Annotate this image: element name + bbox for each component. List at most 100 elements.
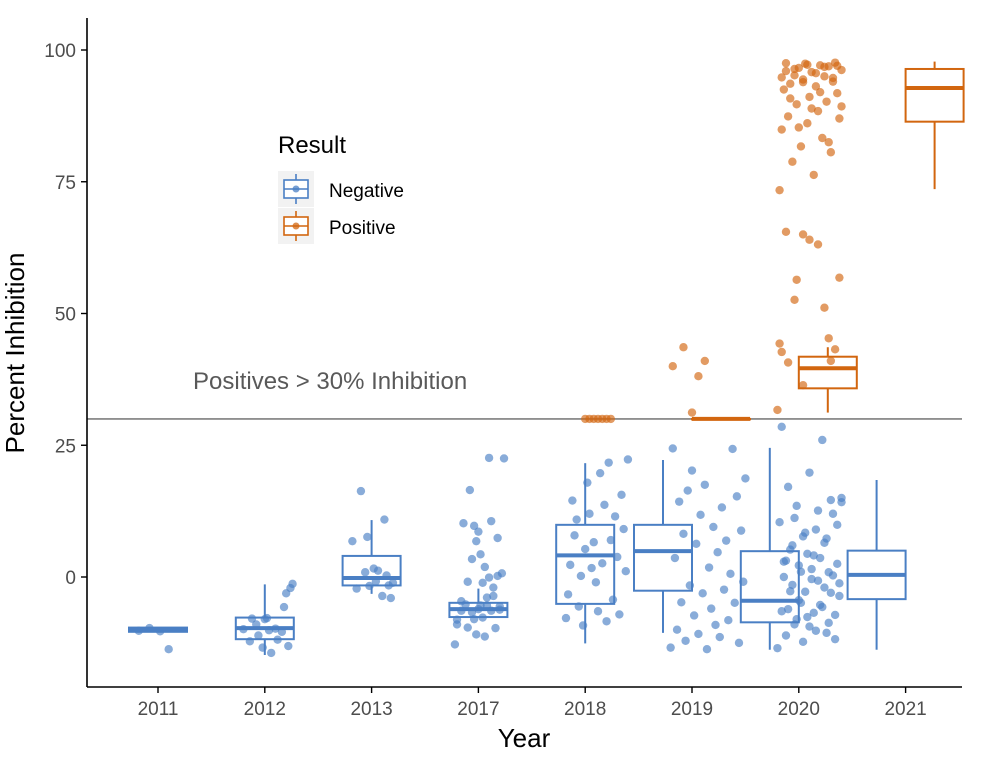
data-point-negative xyxy=(704,563,714,572)
data-point-positive xyxy=(815,87,825,97)
data-point-positive xyxy=(779,85,789,94)
data-point-positive xyxy=(788,157,797,166)
data-point-negative xyxy=(356,486,366,496)
data-point-positive xyxy=(833,89,842,98)
data-point-negative xyxy=(815,553,825,563)
data-point-positive xyxy=(786,94,795,103)
data-point-negative xyxy=(715,632,724,642)
box-negative xyxy=(739,550,800,624)
data-point-positive xyxy=(822,97,831,106)
x-tick-label: 2012 xyxy=(244,699,286,720)
data-point-negative xyxy=(826,588,836,598)
data-point-positive xyxy=(777,125,786,134)
data-point-negative xyxy=(709,522,718,532)
data-point-positive xyxy=(835,114,844,123)
data-point-positive xyxy=(820,62,829,72)
data-point-negative xyxy=(786,587,795,596)
data-point-negative xyxy=(566,560,575,570)
data-point-negative xyxy=(360,568,370,577)
data-point-negative xyxy=(724,616,733,625)
data-point-positive xyxy=(833,61,842,71)
data-point-negative xyxy=(811,626,821,635)
data-point-negative xyxy=(681,636,690,645)
data-point-positive xyxy=(805,235,814,244)
data-point-negative xyxy=(604,458,613,467)
data-point-negative xyxy=(820,583,829,592)
data-point-negative xyxy=(683,486,692,495)
y-tick-label: 75 xyxy=(55,173,76,194)
data-point-negative xyxy=(781,631,791,640)
data-point-negative xyxy=(805,468,814,477)
data-point-negative xyxy=(790,513,799,523)
data-point-negative xyxy=(783,482,793,492)
data-point-positive xyxy=(824,138,833,147)
data-point-positive xyxy=(794,123,803,132)
data-point-negative xyxy=(581,544,590,554)
data-point-negative xyxy=(828,509,838,518)
data-point-positive xyxy=(796,142,806,151)
data-point-negative xyxy=(499,454,509,463)
data-point-negative xyxy=(467,554,477,564)
data-point-negative xyxy=(830,610,840,620)
data-point-positive xyxy=(805,92,814,102)
data-point-negative xyxy=(668,444,677,453)
data-point-negative xyxy=(563,590,573,599)
data-point-negative xyxy=(788,580,797,590)
data-point-negative xyxy=(833,520,842,530)
data-point-negative xyxy=(818,602,827,612)
data-point-positive xyxy=(828,73,838,83)
data-point-positive xyxy=(818,133,827,143)
data-point-negative xyxy=(593,607,603,616)
x-axis-title: Year xyxy=(498,723,551,753)
data-point-negative xyxy=(835,579,844,588)
x-tick-label: 2018 xyxy=(564,699,606,720)
legend-key-negative xyxy=(278,171,314,207)
data-point-negative xyxy=(380,515,389,524)
x-tick-label: 2019 xyxy=(671,699,713,720)
data-point-negative xyxy=(783,604,793,614)
x-axis-ticks: 2011 2012 2013 2017 2018 2019 2020 2021 xyxy=(138,687,927,720)
data-point-negative xyxy=(700,480,710,489)
data-point-negative xyxy=(807,574,816,584)
y-tick-label: 100 xyxy=(44,41,76,62)
data-point-negative xyxy=(459,519,468,528)
data-point-negative xyxy=(476,550,485,559)
data-point-negative xyxy=(837,497,846,507)
data-point-negative xyxy=(728,444,737,454)
box-positive xyxy=(797,355,858,390)
data-point-negative xyxy=(465,485,475,495)
data-point-negative xyxy=(493,533,502,543)
data-point-negative xyxy=(610,512,620,521)
data-point-negative xyxy=(824,618,833,628)
data-point-negative xyxy=(694,629,703,639)
y-tick-label: 0 xyxy=(65,568,76,589)
data-point-positive xyxy=(830,345,840,354)
data-point-negative xyxy=(826,495,836,505)
data-point-negative xyxy=(480,632,490,641)
data-point-negative xyxy=(775,517,784,527)
data-point-negative xyxy=(279,602,289,612)
data-point-positive xyxy=(798,380,808,390)
data-point-negative xyxy=(833,559,842,569)
data-point-negative xyxy=(497,569,507,578)
data-point-negative xyxy=(666,643,675,652)
data-point-negative xyxy=(348,536,357,546)
legend-label-positive: Positive xyxy=(329,218,396,239)
legend-key-positive xyxy=(278,208,314,244)
data-point-negative xyxy=(721,536,731,545)
box-negative xyxy=(341,554,402,587)
data-point-negative xyxy=(284,641,293,651)
data-point-negative xyxy=(576,571,586,581)
data-point-negative xyxy=(830,634,840,644)
data-point-negative xyxy=(463,623,472,632)
boxes-layer xyxy=(128,61,965,655)
data-point-positive xyxy=(781,66,791,76)
data-point-negative xyxy=(813,506,823,515)
data-point-negative xyxy=(489,583,498,592)
legend-label-negative: Negative xyxy=(329,181,404,202)
data-point-positive xyxy=(807,104,816,113)
data-point-positive xyxy=(798,230,808,239)
box-negative xyxy=(633,523,693,592)
y-axis-title: Percent Inhibition xyxy=(0,253,30,454)
